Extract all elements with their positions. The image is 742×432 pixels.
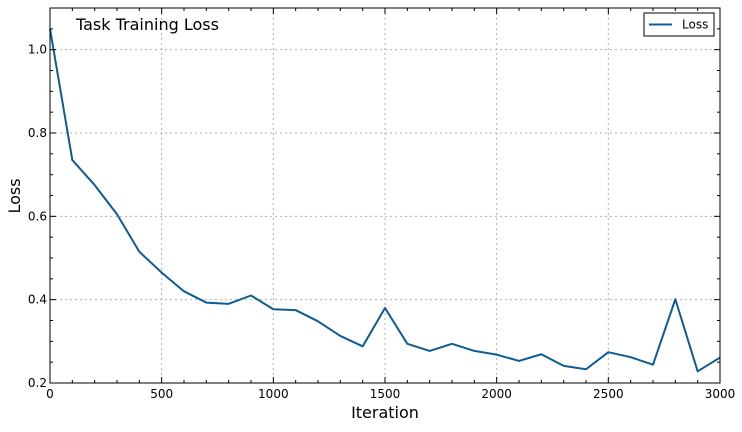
legend: Loss (643, 12, 715, 37)
chart-title: Task Training Loss (75, 15, 219, 34)
y-tick-label: 0.2 (28, 376, 47, 390)
y-axis-title: Loss (5, 178, 24, 213)
x-tick-label: 1000 (258, 387, 289, 401)
x-tick-label: 500 (150, 387, 173, 401)
y-tick-label: 0.8 (28, 126, 47, 140)
series-layer (49, 28, 721, 373)
legend-label: Loss (682, 18, 708, 32)
series-line (49, 28, 721, 373)
y-tick-label: 0.6 (28, 209, 47, 223)
y-tick-label: 1.0 (28, 43, 47, 57)
x-tick-label: 1500 (370, 387, 401, 401)
ticks: 0 500 1000 1500 2000 2500 3000 0.2 0.4 0.6 0.8 1.0 (28, 7, 736, 401)
grid (49, 8, 721, 384)
x-tick-label: 2500 (593, 387, 624, 401)
x-tick-label: 3000 (705, 387, 736, 401)
legend-box (643, 12, 715, 37)
x-tick-label: 0 (46, 387, 54, 401)
x-axis-title: Iteration (351, 403, 419, 422)
y-tick-label: 0.4 (28, 293, 47, 307)
x-tick-label: 2000 (481, 387, 512, 401)
